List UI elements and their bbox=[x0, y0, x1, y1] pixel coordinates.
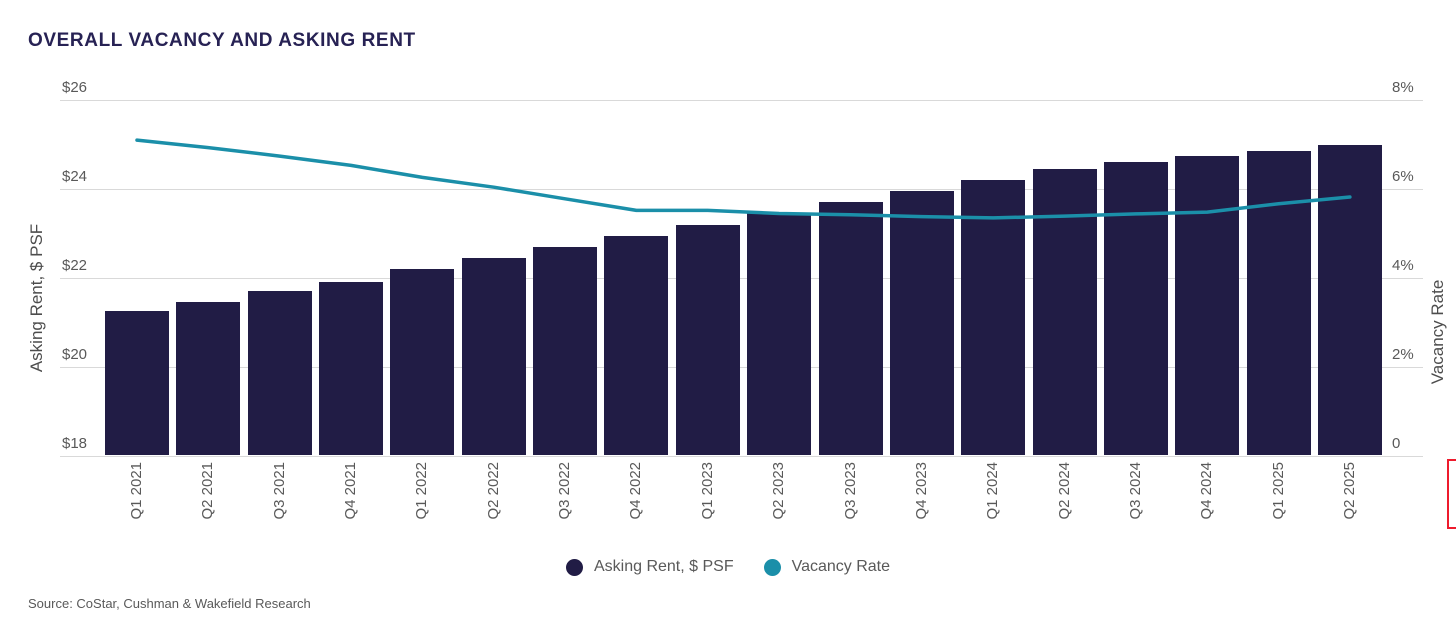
x-axis-tick-label: Q4 2024 bbox=[1198, 462, 1216, 520]
right-axis-tick-label: 4% bbox=[1392, 257, 1414, 274]
x-axis-tick-label: Q1 2022 bbox=[413, 462, 431, 520]
x-axis-tick-label: Q3 2021 bbox=[270, 462, 288, 520]
x-axis-tick-label: Q2 2021 bbox=[199, 462, 217, 520]
left-axis-tick-label: $18 bbox=[62, 435, 88, 452]
asking-rent-bar-q3-2021 bbox=[247, 291, 312, 455]
legend-item-vacancy-rate: Vacancy Rate bbox=[763, 558, 891, 576]
asking-rent-bar-q2-2024 bbox=[1032, 168, 1097, 455]
asking-rent-bar-q4-2023 bbox=[889, 191, 954, 455]
left-axis-tick-label: $26 bbox=[62, 79, 88, 96]
source-note: Source: CoStar, Cushman & Wakefield Rese… bbox=[28, 596, 311, 611]
x-axis-tick-label: Q3 2024 bbox=[1126, 462, 1144, 520]
left-axis-title: Asking Rent, $ PSF bbox=[27, 223, 46, 373]
asking-rent-bar-q2-2023 bbox=[747, 213, 812, 455]
x-axis-tick-label: Q4 2022 bbox=[627, 462, 645, 520]
right-axis-tick-label: 8% bbox=[1392, 79, 1414, 96]
x-axis-tick-label: Q2 2025 bbox=[1340, 462, 1358, 520]
right-axis-tick-label: 6% bbox=[1392, 168, 1414, 185]
x-axis-tick-label: Q2 2022 bbox=[484, 462, 502, 520]
legend-label-vacancy-rate: Vacancy Rate bbox=[791, 558, 891, 575]
right-axis-title: Vacancy Rate bbox=[1428, 279, 1447, 385]
vacancy-rate-legend-dot-icon bbox=[763, 558, 781, 576]
left-axis-tick-label: $24 bbox=[62, 168, 88, 185]
asking-rent-bar-q2-2022 bbox=[461, 257, 526, 455]
asking-rent-legend-dot-icon bbox=[565, 558, 583, 576]
x-axis-tick-label: Q1 2024 bbox=[984, 462, 1002, 520]
left-axis-tick-label: $20 bbox=[62, 346, 88, 363]
red-box-fragment bbox=[1447, 459, 1456, 529]
asking-rent-bar-q2-2025 bbox=[1317, 144, 1382, 455]
x-axis-tick-label: Q2 2024 bbox=[1055, 462, 1073, 520]
asking-rent-bar-q4-2021 bbox=[319, 282, 384, 455]
gridline bbox=[60, 367, 1423, 368]
asking-rent-bar-q3-2022 bbox=[533, 246, 598, 455]
asking-rent-bar-q4-2022 bbox=[604, 235, 669, 455]
x-axis-tick-label: Q4 2021 bbox=[342, 462, 360, 520]
right-axis-tick-label: 2% bbox=[1392, 346, 1414, 363]
left-axis-tick-label: $22 bbox=[62, 257, 88, 274]
asking-rent-bar-q3-2024 bbox=[1103, 162, 1168, 455]
asking-rent-bar-q1-2021 bbox=[105, 311, 169, 455]
x-axis-tick-label: Q1 2023 bbox=[698, 462, 716, 520]
asking-rent-bar-q3-2023 bbox=[818, 202, 883, 455]
asking-rent-bar-q1-2025 bbox=[1246, 151, 1311, 455]
right-axis-tick-label: 0 bbox=[1392, 435, 1401, 452]
x-axis-tick-label: Q2 2023 bbox=[770, 462, 788, 520]
legend-item-asking-rent: Asking Rent, $ PSF bbox=[565, 558, 734, 576]
asking-rent-bar-q1-2023 bbox=[675, 224, 740, 455]
asking-rent-bar-q4-2024 bbox=[1175, 155, 1240, 455]
gridline bbox=[60, 100, 1423, 101]
x-axis-tick-label: Q1 2021 bbox=[128, 462, 145, 520]
chart-title: OVERALL VACANCY AND ASKING RENT bbox=[28, 30, 416, 51]
x-axis-tick-label: Q3 2022 bbox=[556, 462, 574, 520]
asking-rent-bar-q1-2022 bbox=[390, 269, 455, 455]
gridline bbox=[60, 278, 1423, 279]
asking-rent-bar-q2-2021 bbox=[176, 302, 241, 455]
x-axis-tick-label: Q3 2023 bbox=[841, 462, 859, 520]
legend: Asking Rent, $ PSF Vacancy Rate bbox=[0, 558, 1456, 576]
legend-label-asking-rent: Asking Rent, $ PSF bbox=[593, 558, 734, 575]
gridline bbox=[60, 456, 1423, 457]
x-axis-tick-label: Q1 2025 bbox=[1269, 462, 1287, 520]
asking-rent-bar-q1-2024 bbox=[961, 180, 1026, 455]
x-axis-tick-label: Q4 2023 bbox=[912, 462, 930, 520]
